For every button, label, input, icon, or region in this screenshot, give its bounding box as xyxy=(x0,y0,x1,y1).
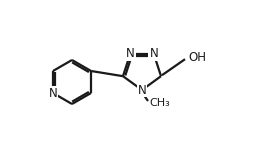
Text: N: N xyxy=(150,47,158,60)
Text: N: N xyxy=(138,83,146,97)
Text: OH: OH xyxy=(188,51,206,64)
Text: CH₃: CH₃ xyxy=(149,98,170,108)
Text: N: N xyxy=(126,47,135,60)
Text: N: N xyxy=(49,86,57,100)
